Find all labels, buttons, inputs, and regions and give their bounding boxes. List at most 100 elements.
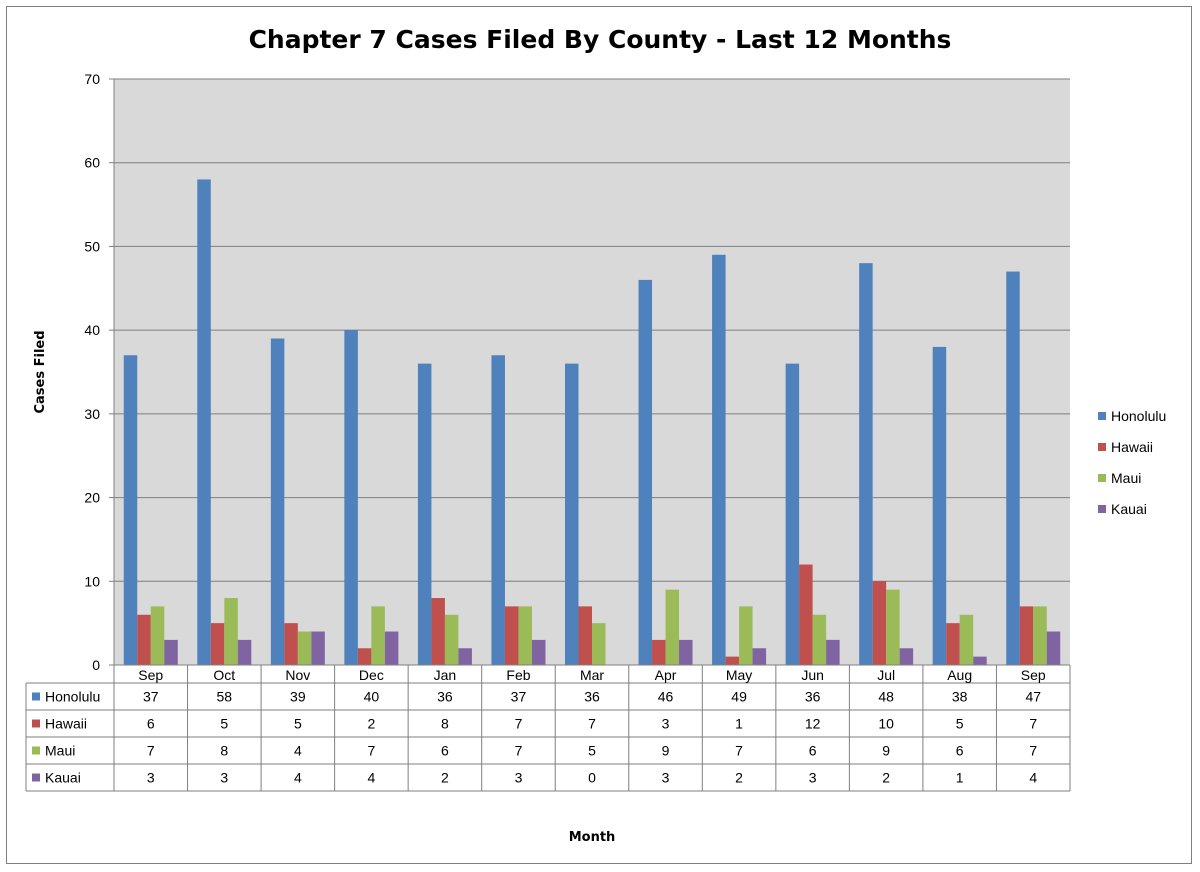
data-label: 7 [735, 743, 743, 759]
data-label: 7 [1029, 716, 1037, 732]
y-tick-label: 20 [84, 490, 100, 506]
bar-maui [665, 589, 680, 665]
y-tick-label: 30 [84, 406, 100, 422]
table-series-label: Honolulu [45, 689, 100, 705]
data-label: 2 [735, 770, 743, 786]
x-tick-label: Mar [580, 667, 604, 683]
bar-hawaii [652, 639, 666, 665]
bar-maui [592, 623, 606, 665]
bar-honolulu [932, 346, 947, 665]
bar-kauai [458, 648, 472, 665]
bar-kauai [1046, 631, 1061, 665]
bar-kauai [826, 639, 840, 665]
bar-hawaii [504, 606, 519, 665]
data-label: 2 [882, 770, 890, 786]
y-tick-label: 10 [84, 573, 100, 589]
data-label: 7 [147, 743, 155, 759]
bar-honolulu [638, 279, 653, 665]
bar-hawaii [431, 598, 445, 665]
data-label: 6 [809, 743, 817, 759]
bar-hawaii [578, 606, 592, 665]
data-label: 37 [143, 689, 159, 705]
data-label: 5 [588, 743, 596, 759]
bar-kauai [311, 631, 325, 665]
data-label: 36 [805, 689, 821, 705]
bar-honolulu [785, 363, 800, 665]
bar-hawaii [1019, 606, 1034, 665]
legend-entry-maui: Maui [1111, 470, 1141, 486]
data-label: 12 [805, 716, 821, 732]
y-axis-ticks: 0 10 20 30 40 50 60 70 [84, 71, 114, 673]
x-tick-label: Jan [434, 667, 457, 683]
data-label: 1 [956, 770, 964, 786]
data-label: 3 [662, 716, 670, 732]
data-label: 1 [735, 716, 743, 732]
data-table: Sep Oct Nov Dec Jan Feb Mar Apr May Jun Jul Aug Sep H… [25, 664, 1071, 792]
bars [123, 179, 1061, 666]
bar-honolulu [123, 355, 138, 665]
data-label: 9 [882, 743, 890, 759]
x-tick-label: Dec [359, 667, 384, 683]
data-label: 3 [220, 770, 228, 786]
legend-entry-hawaii: Hawaii [1111, 439, 1153, 455]
data-label: 37 [511, 689, 527, 705]
x-tick-label: Nov [285, 667, 310, 683]
data-label: 10 [878, 716, 894, 732]
data-label: 3 [147, 770, 155, 786]
data-label: 48 [878, 689, 894, 705]
legend: Honolulu Hawaii Maui Kauai [1098, 408, 1166, 517]
data-label: 5 [220, 716, 228, 732]
bar-maui [297, 631, 312, 665]
legend-swatch-hawaii [1098, 443, 1106, 451]
data-label: 8 [220, 743, 228, 759]
x-tick-label: Oct [213, 667, 235, 683]
bar-honolulu [712, 254, 726, 666]
legend-swatch-kauai [1098, 505, 1106, 513]
x-tick-label: Sep [138, 667, 163, 683]
legend-swatch-honolulu [1098, 412, 1106, 420]
bar-hawaii [799, 564, 813, 665]
data-label: 7 [515, 743, 523, 759]
x-axis-title: Month [569, 830, 616, 845]
data-label: 47 [1025, 689, 1041, 705]
bar-maui [812, 614, 827, 665]
bar-maui [518, 606, 532, 665]
y-tick-label: 40 [84, 322, 100, 338]
data-label: 5 [294, 716, 302, 732]
bar-honolulu [270, 338, 285, 665]
x-tick-label: Feb [506, 667, 530, 683]
bar-maui [959, 614, 974, 665]
x-tick-label: Sep [1021, 667, 1046, 683]
data-label: 6 [441, 743, 449, 759]
data-label: 7 [367, 743, 375, 759]
data-label: 7 [588, 716, 596, 732]
bar-kauai [973, 656, 987, 665]
data-label: 4 [367, 770, 375, 786]
data-label: 7 [1029, 743, 1037, 759]
data-label: 2 [441, 770, 449, 786]
data-label: 36 [584, 689, 600, 705]
bar-honolulu [1006, 271, 1020, 665]
data-label: 49 [731, 689, 747, 705]
data-label: 9 [662, 743, 670, 759]
bar-hawaii [284, 623, 298, 665]
plot-area [114, 79, 1070, 665]
bar-kauai [164, 639, 178, 665]
data-label: 8 [441, 716, 449, 732]
table-legend-key [32, 746, 40, 755]
x-tick-label: Aug [947, 667, 972, 683]
chart-title: Chapter 7 Cases Filed By County - Last 1… [249, 25, 952, 54]
data-label: 3 [662, 770, 670, 786]
bar-maui [739, 606, 753, 665]
x-tick-label: Jul [877, 667, 895, 683]
y-tick-label: 0 [92, 657, 100, 673]
bar-maui [224, 598, 238, 665]
bar-hawaii [137, 614, 151, 665]
bar-honolulu [197, 179, 211, 665]
bar-hawaii [725, 656, 740, 665]
bar-kauai [752, 648, 767, 665]
data-label: 6 [147, 716, 155, 732]
bar-honolulu [859, 263, 873, 665]
data-label: 58 [217, 689, 233, 705]
